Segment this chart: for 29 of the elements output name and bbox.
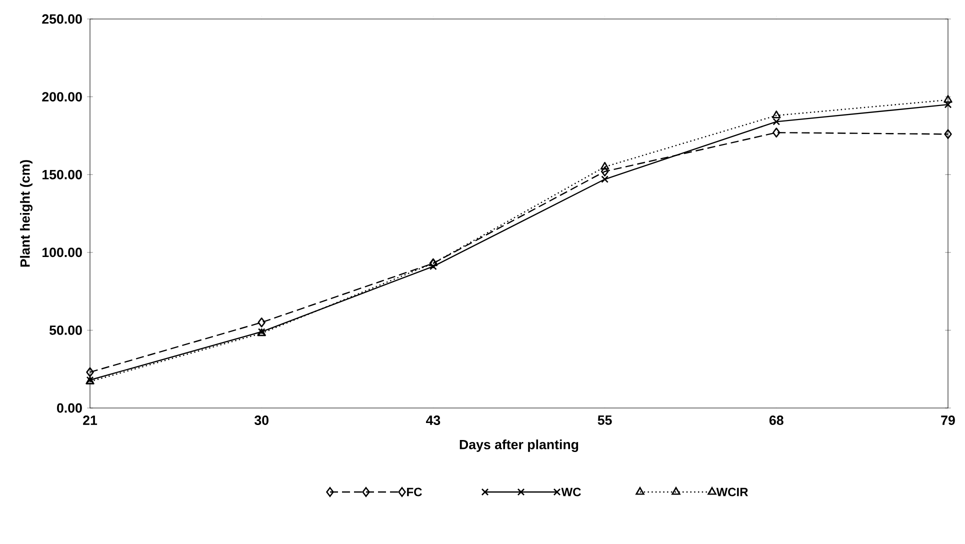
point bbox=[944, 100, 952, 108]
point bbox=[258, 317, 266, 328]
point bbox=[600, 166, 609, 176]
x-tick-label: 30 bbox=[254, 416, 268, 426]
point bbox=[772, 128, 780, 138]
legend-label: WC bbox=[561, 488, 581, 496]
point bbox=[430, 262, 437, 270]
x-tick-label: 55 bbox=[598, 416, 612, 425]
point bbox=[772, 118, 780, 126]
y-tick-label: 250.00 bbox=[42, 14, 82, 24]
point bbox=[600, 162, 610, 170]
x-tick-label: 79 bbox=[941, 416, 955, 425]
x-tick-label: 43 bbox=[426, 416, 440, 426]
point bbox=[86, 367, 94, 378]
point bbox=[772, 110, 781, 118]
y-tick-label: 100.00 bbox=[42, 248, 82, 258]
x-tick-label: 21 bbox=[83, 416, 98, 425]
x-tick-label: 68 bbox=[769, 416, 784, 425]
point bbox=[944, 129, 952, 140]
y-axis-title: Plant height (cm) bbox=[20, 160, 33, 267]
legend-label: FC bbox=[407, 488, 422, 496]
y-tick-label: 150.00 bbox=[42, 170, 82, 180]
legend-label: WCIR bbox=[716, 488, 748, 496]
point bbox=[601, 176, 608, 183]
y-tick-label: 50.00 bbox=[50, 325, 82, 335]
y-tick-label: 200.00 bbox=[42, 92, 82, 102]
x-axis-title: Days after planting bbox=[460, 440, 578, 452]
point bbox=[944, 94, 952, 103]
y-tick-label: 0.00 bbox=[57, 403, 82, 413]
